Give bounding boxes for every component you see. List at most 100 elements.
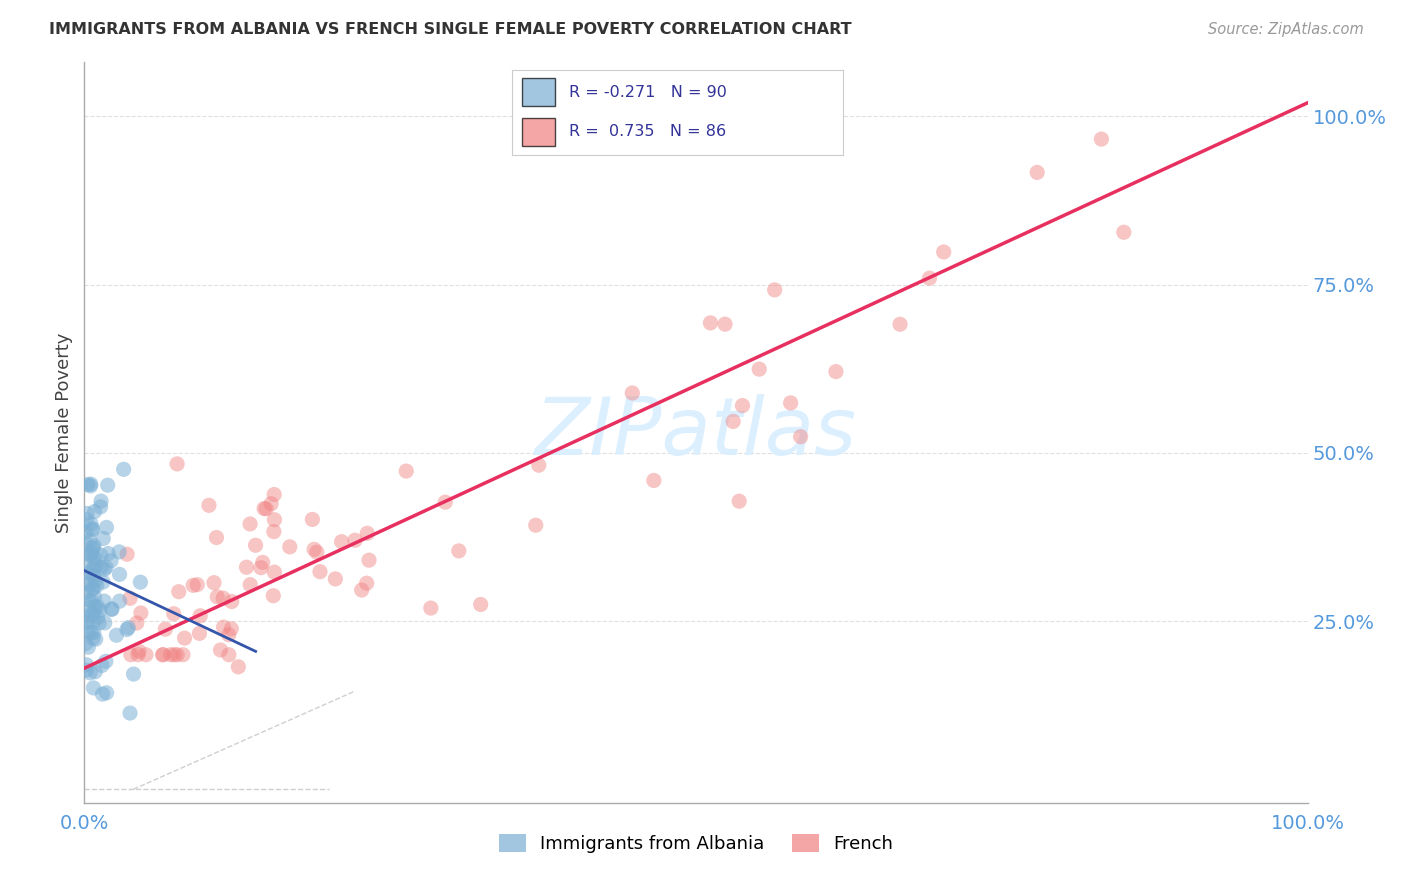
Point	[1090, 132, 1112, 146]
Point	[80, 594, 103, 608]
Point	[173, 631, 195, 645]
Point	[79, 549, 101, 563]
Point	[163, 648, 186, 662]
Point	[83, 539, 105, 553]
Point	[79, 533, 101, 548]
Point	[172, 648, 194, 662]
Point	[93, 562, 115, 576]
Point	[115, 547, 138, 561]
Point	[748, 362, 770, 376]
Point	[108, 594, 131, 608]
Point	[188, 626, 211, 640]
Point	[252, 555, 274, 569]
Point	[118, 706, 141, 720]
Point	[101, 602, 124, 616]
Point	[202, 575, 225, 590]
Point	[79, 575, 101, 590]
Point	[253, 501, 276, 516]
Point	[87, 599, 110, 614]
Point	[80, 477, 103, 491]
Point	[254, 501, 277, 516]
Point	[128, 644, 150, 658]
Point	[75, 525, 97, 540]
Point	[90, 494, 112, 508]
Point	[84, 599, 107, 614]
Point	[434, 495, 457, 509]
Point	[218, 628, 240, 642]
Point	[82, 562, 104, 576]
Point	[76, 513, 98, 527]
Point	[621, 386, 644, 401]
Point	[120, 591, 142, 606]
Point	[77, 615, 100, 629]
Point	[80, 546, 103, 560]
Point	[93, 594, 115, 608]
Point	[239, 577, 262, 591]
Point	[152, 648, 174, 662]
Point	[77, 601, 100, 615]
Point	[330, 534, 353, 549]
Point	[218, 648, 240, 662]
Point	[263, 487, 285, 501]
Point	[83, 625, 105, 640]
Point	[159, 648, 181, 662]
Point	[91, 575, 114, 590]
Point	[76, 507, 98, 521]
Point	[135, 648, 157, 662]
Text: ZIPatlas: ZIPatlas	[534, 393, 858, 472]
Point	[221, 622, 243, 636]
Point	[212, 620, 235, 634]
Point	[82, 551, 104, 566]
Point	[167, 584, 190, 599]
Point	[122, 667, 145, 681]
Point	[779, 396, 801, 410]
Point	[79, 577, 101, 591]
Y-axis label: Single Female Poverty: Single Female Poverty	[55, 333, 73, 533]
Point	[75, 663, 97, 677]
Point	[75, 586, 97, 600]
Point	[260, 497, 283, 511]
Point	[325, 572, 347, 586]
Text: IMMIGRANTS FROM ALBANIA VS FRENCH SINGLE FEMALE POVERTY CORRELATION CHART: IMMIGRANTS FROM ALBANIA VS FRENCH SINGLE…	[49, 22, 852, 37]
Point	[263, 565, 285, 579]
Point	[82, 541, 104, 556]
Point	[212, 591, 235, 606]
Point	[90, 500, 112, 514]
Point	[84, 558, 107, 572]
Point	[108, 545, 131, 559]
Point	[83, 569, 105, 583]
Point	[163, 607, 186, 621]
Point	[96, 560, 118, 574]
Point	[152, 648, 174, 662]
Point	[83, 561, 105, 575]
Point	[97, 547, 120, 561]
Point	[83, 590, 105, 604]
Point	[205, 531, 228, 545]
Point	[278, 540, 301, 554]
Point	[301, 512, 323, 526]
Point	[84, 574, 107, 588]
Point	[825, 365, 848, 379]
Point	[82, 582, 104, 596]
Point	[108, 567, 131, 582]
Text: Source: ZipAtlas.com: Source: ZipAtlas.com	[1208, 22, 1364, 37]
Point	[155, 622, 177, 636]
Point	[166, 648, 188, 662]
Point	[181, 578, 204, 592]
Point	[90, 658, 112, 673]
Point	[90, 560, 112, 574]
Point	[350, 582, 373, 597]
Point	[731, 399, 754, 413]
Point	[79, 479, 101, 493]
Point	[82, 681, 104, 695]
Point	[207, 590, 229, 604]
Point	[96, 520, 118, 534]
Point	[302, 542, 325, 557]
Point	[524, 518, 547, 533]
Point	[75, 563, 97, 577]
Point	[76, 548, 98, 562]
Point	[83, 605, 105, 619]
Point	[125, 615, 148, 630]
Point	[82, 607, 104, 622]
Point	[79, 665, 101, 680]
